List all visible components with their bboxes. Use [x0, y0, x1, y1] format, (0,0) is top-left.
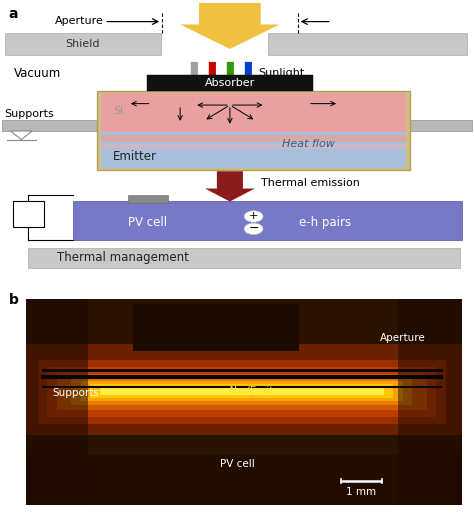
Text: Absorber: Absorber [205, 78, 255, 88]
Text: Shield: Shield [66, 39, 100, 49]
Bar [147, 75, 313, 90]
FancyArrow shape [180, 3, 280, 49]
Polygon shape [10, 131, 32, 140]
Bar [28, 248, 460, 268]
Text: Emitter: Emitter [113, 151, 157, 163]
Bar [410, 120, 472, 131]
Bar [47, 367, 436, 417]
Text: Abs/Emit: Abs/Emit [228, 386, 274, 396]
Bar [38, 360, 446, 424]
Text: Supports: Supports [5, 108, 55, 119]
Text: e-h pairs: e-h pairs [299, 216, 351, 229]
Text: Thermal management: Thermal management [57, 251, 189, 264]
Bar [26, 344, 462, 435]
Bar [90, 384, 393, 397]
Bar [100, 386, 384, 395]
FancyArrow shape [242, 62, 255, 90]
Text: a: a [9, 7, 18, 21]
Bar [97, 90, 410, 170]
Bar [133, 304, 299, 351]
Bar [13, 201, 44, 227]
FancyArrow shape [206, 62, 219, 90]
Bar [26, 299, 88, 505]
Circle shape [244, 223, 263, 234]
Bar [398, 299, 462, 505]
Text: 1 mm: 1 mm [346, 487, 376, 497]
Text: Sunlight: Sunlight [258, 68, 305, 79]
Text: −: − [248, 223, 259, 235]
Text: Thermal emission: Thermal emission [261, 178, 360, 188]
FancyArrow shape [188, 62, 201, 90]
Bar [71, 378, 412, 406]
Bar [57, 374, 427, 410]
Bar [5, 33, 161, 54]
Text: b: b [9, 293, 18, 307]
Text: Load: Load [13, 216, 38, 227]
Bar [73, 201, 462, 241]
Bar [26, 455, 462, 505]
Bar [81, 380, 403, 401]
Text: Aperture: Aperture [55, 16, 103, 26]
Text: +: + [249, 211, 258, 222]
Text: Heat flow: Heat flow [282, 139, 335, 149]
Bar [101, 144, 406, 149]
Circle shape [244, 211, 263, 222]
Text: Supports: Supports [52, 388, 99, 398]
Text: Si: Si [113, 106, 123, 116]
Text: PV cell: PV cell [128, 216, 167, 229]
Bar [101, 133, 406, 168]
Text: Vacuum: Vacuum [14, 67, 62, 80]
FancyArrow shape [205, 171, 255, 201]
Bar [101, 135, 406, 142]
Text: Aperture: Aperture [380, 333, 426, 343]
Bar [268, 33, 467, 54]
FancyArrow shape [224, 62, 237, 90]
Bar [2, 120, 97, 131]
Bar [128, 195, 168, 203]
Text: PV cell: PV cell [219, 459, 255, 469]
Bar [101, 93, 406, 134]
